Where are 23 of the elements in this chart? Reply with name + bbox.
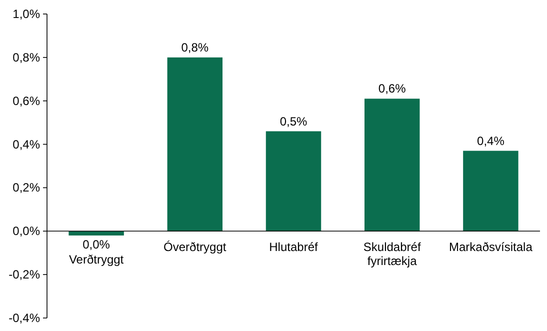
x-tick-label: Verðtryggt <box>68 252 124 266</box>
data-label: 0,6% <box>378 82 406 96</box>
y-tick-label: 0,6% <box>12 94 40 108</box>
data-label: 0,8% <box>181 40 209 54</box>
bar <box>167 57 223 232</box>
x-tick-label: Skuldabréf fyrirtækja <box>363 240 422 268</box>
bar <box>463 150 518 232</box>
y-tick-label: 0,0% <box>12 224 40 238</box>
y-tick-label: 1,0% <box>12 7 40 21</box>
data-label: 0,0% <box>82 237 110 252</box>
bar <box>266 131 322 232</box>
y-tick-label: -0,4% <box>8 311 40 325</box>
y-tick-label: -0,2% <box>8 268 40 282</box>
y-tick-label: 0,2% <box>12 180 40 195</box>
x-tick-label: Markaðsvísitala <box>449 240 533 254</box>
bar <box>364 98 420 232</box>
data-label: 0,5% <box>280 114 308 128</box>
x-tick-label: Hlutabréf <box>269 240 319 254</box>
data-label: 0,4% <box>477 134 505 148</box>
bar <box>68 231 124 236</box>
x-tick-label: Óverðtryggt <box>164 240 227 254</box>
y-tick-label: 0,4% <box>12 137 40 152</box>
y-tick-label: 0,8% <box>12 50 40 64</box>
